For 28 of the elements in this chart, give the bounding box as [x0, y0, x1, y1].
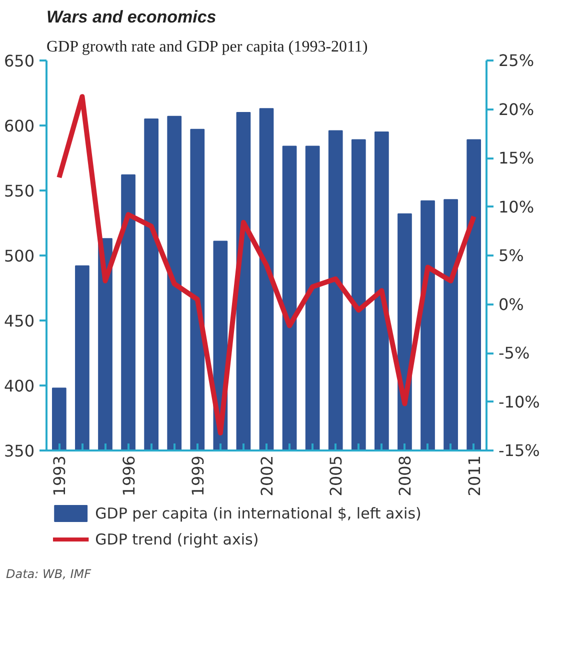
- text: Data: WB, IMF: [6, 566, 92, 583]
- legend-label: GDP per capita (in international $, left axis): [95, 504, 422, 522]
- y2-tick-label: -15%: [498, 441, 540, 460]
- y2-tick-label: 10%: [498, 197, 534, 216]
- chart-title: Wars and economics: [46, 8, 216, 26]
- x-tick-label: 2002: [258, 456, 276, 496]
- y2-tick-label: 25%: [498, 51, 534, 70]
- y2-tick-label: 0%: [498, 294, 524, 314]
- y2-tick-label: -10%: [498, 392, 540, 412]
- y2-tick-label: 20%: [498, 100, 534, 119]
- x-tick-label: 1996: [119, 456, 138, 496]
- x-tick-label: 2011: [464, 456, 484, 496]
- y-tick-label: 400: [4, 376, 35, 396]
- y-tick-label: 450: [4, 312, 35, 330]
- y2-tick-label: 5%: [498, 246, 524, 265]
- y-tick-label: 500: [4, 246, 35, 266]
- y-tick-label: 350: [4, 442, 35, 460]
- y-tick-label: 550: [4, 182, 35, 200]
- legend-label: GDP trend (right axis): [95, 530, 259, 548]
- x-tick-label: 1999: [188, 456, 208, 496]
- chart-subtitle: GDP growth rate and GDP per capita (1993-2011): [46, 38, 368, 56]
- x-tick-label: 2005: [326, 456, 346, 496]
- x-tick-label: 1993: [50, 456, 70, 496]
- y2-tick-label: -5%: [498, 344, 530, 362]
- y2-tick-label: 15%: [498, 148, 534, 168]
- y-tick-label: 600: [4, 116, 35, 136]
- x-tick-label: 2008: [396, 456, 415, 496]
- y-tick-label: 650: [4, 52, 35, 70]
